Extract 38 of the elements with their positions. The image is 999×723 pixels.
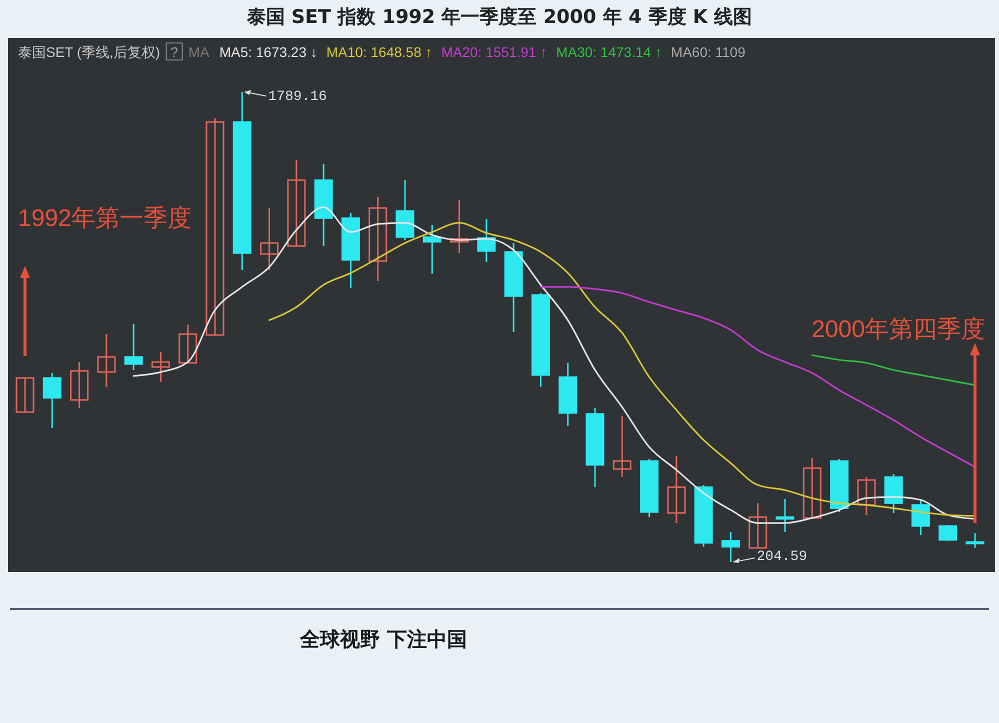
candlestick <box>124 323 143 371</box>
candlestick <box>966 532 984 549</box>
chart-subtitle: 泰国SET (季线,后复权) <box>18 44 160 60</box>
candlestick <box>721 531 740 563</box>
annotation: 204.59 <box>756 549 808 565</box>
candlestick <box>178 324 198 364</box>
annotation: 2000年第四季度 <box>812 316 985 344</box>
candlestick <box>911 499 930 536</box>
candlestick <box>368 196 388 282</box>
candlestick <box>776 498 794 533</box>
chart-title: 泰国 SET 指数 1992 年一季度至 2000 年 4 季度 K 线图 <box>246 6 752 28</box>
text: MA60: 1109 <box>670 44 746 60</box>
text: MA20: 1551.91 ↑ <box>441 44 548 60</box>
text: MA5: 1673.23 ↓ <box>219 44 318 60</box>
text: MA30: 1473.14 ↑ <box>556 44 662 60</box>
annotation: 1992年第一季度 <box>18 204 192 232</box>
candlestick <box>206 117 224 336</box>
candlestick <box>938 524 958 542</box>
candlestick <box>16 377 34 413</box>
candlestick <box>857 476 876 516</box>
candlestick <box>97 333 116 388</box>
candlestick <box>70 361 89 409</box>
candlestick <box>802 457 822 519</box>
text: ? <box>170 44 178 60</box>
candlestick <box>450 199 469 254</box>
candlestick <box>151 351 170 383</box>
text: MA <box>188 44 210 60</box>
text: 全球视野 下注中国 <box>299 627 467 651</box>
candlestick <box>612 415 632 478</box>
text: MA10: 1648.58 ↑ <box>326 44 432 60</box>
candlestick <box>667 455 686 524</box>
candlestick <box>422 224 442 275</box>
candlestick <box>748 502 768 549</box>
candlestick <box>42 372 62 429</box>
candlestick <box>287 159 306 247</box>
candlestick <box>477 218 496 263</box>
candlestick <box>260 207 279 271</box>
annotation: 1789.16 <box>268 89 327 105</box>
